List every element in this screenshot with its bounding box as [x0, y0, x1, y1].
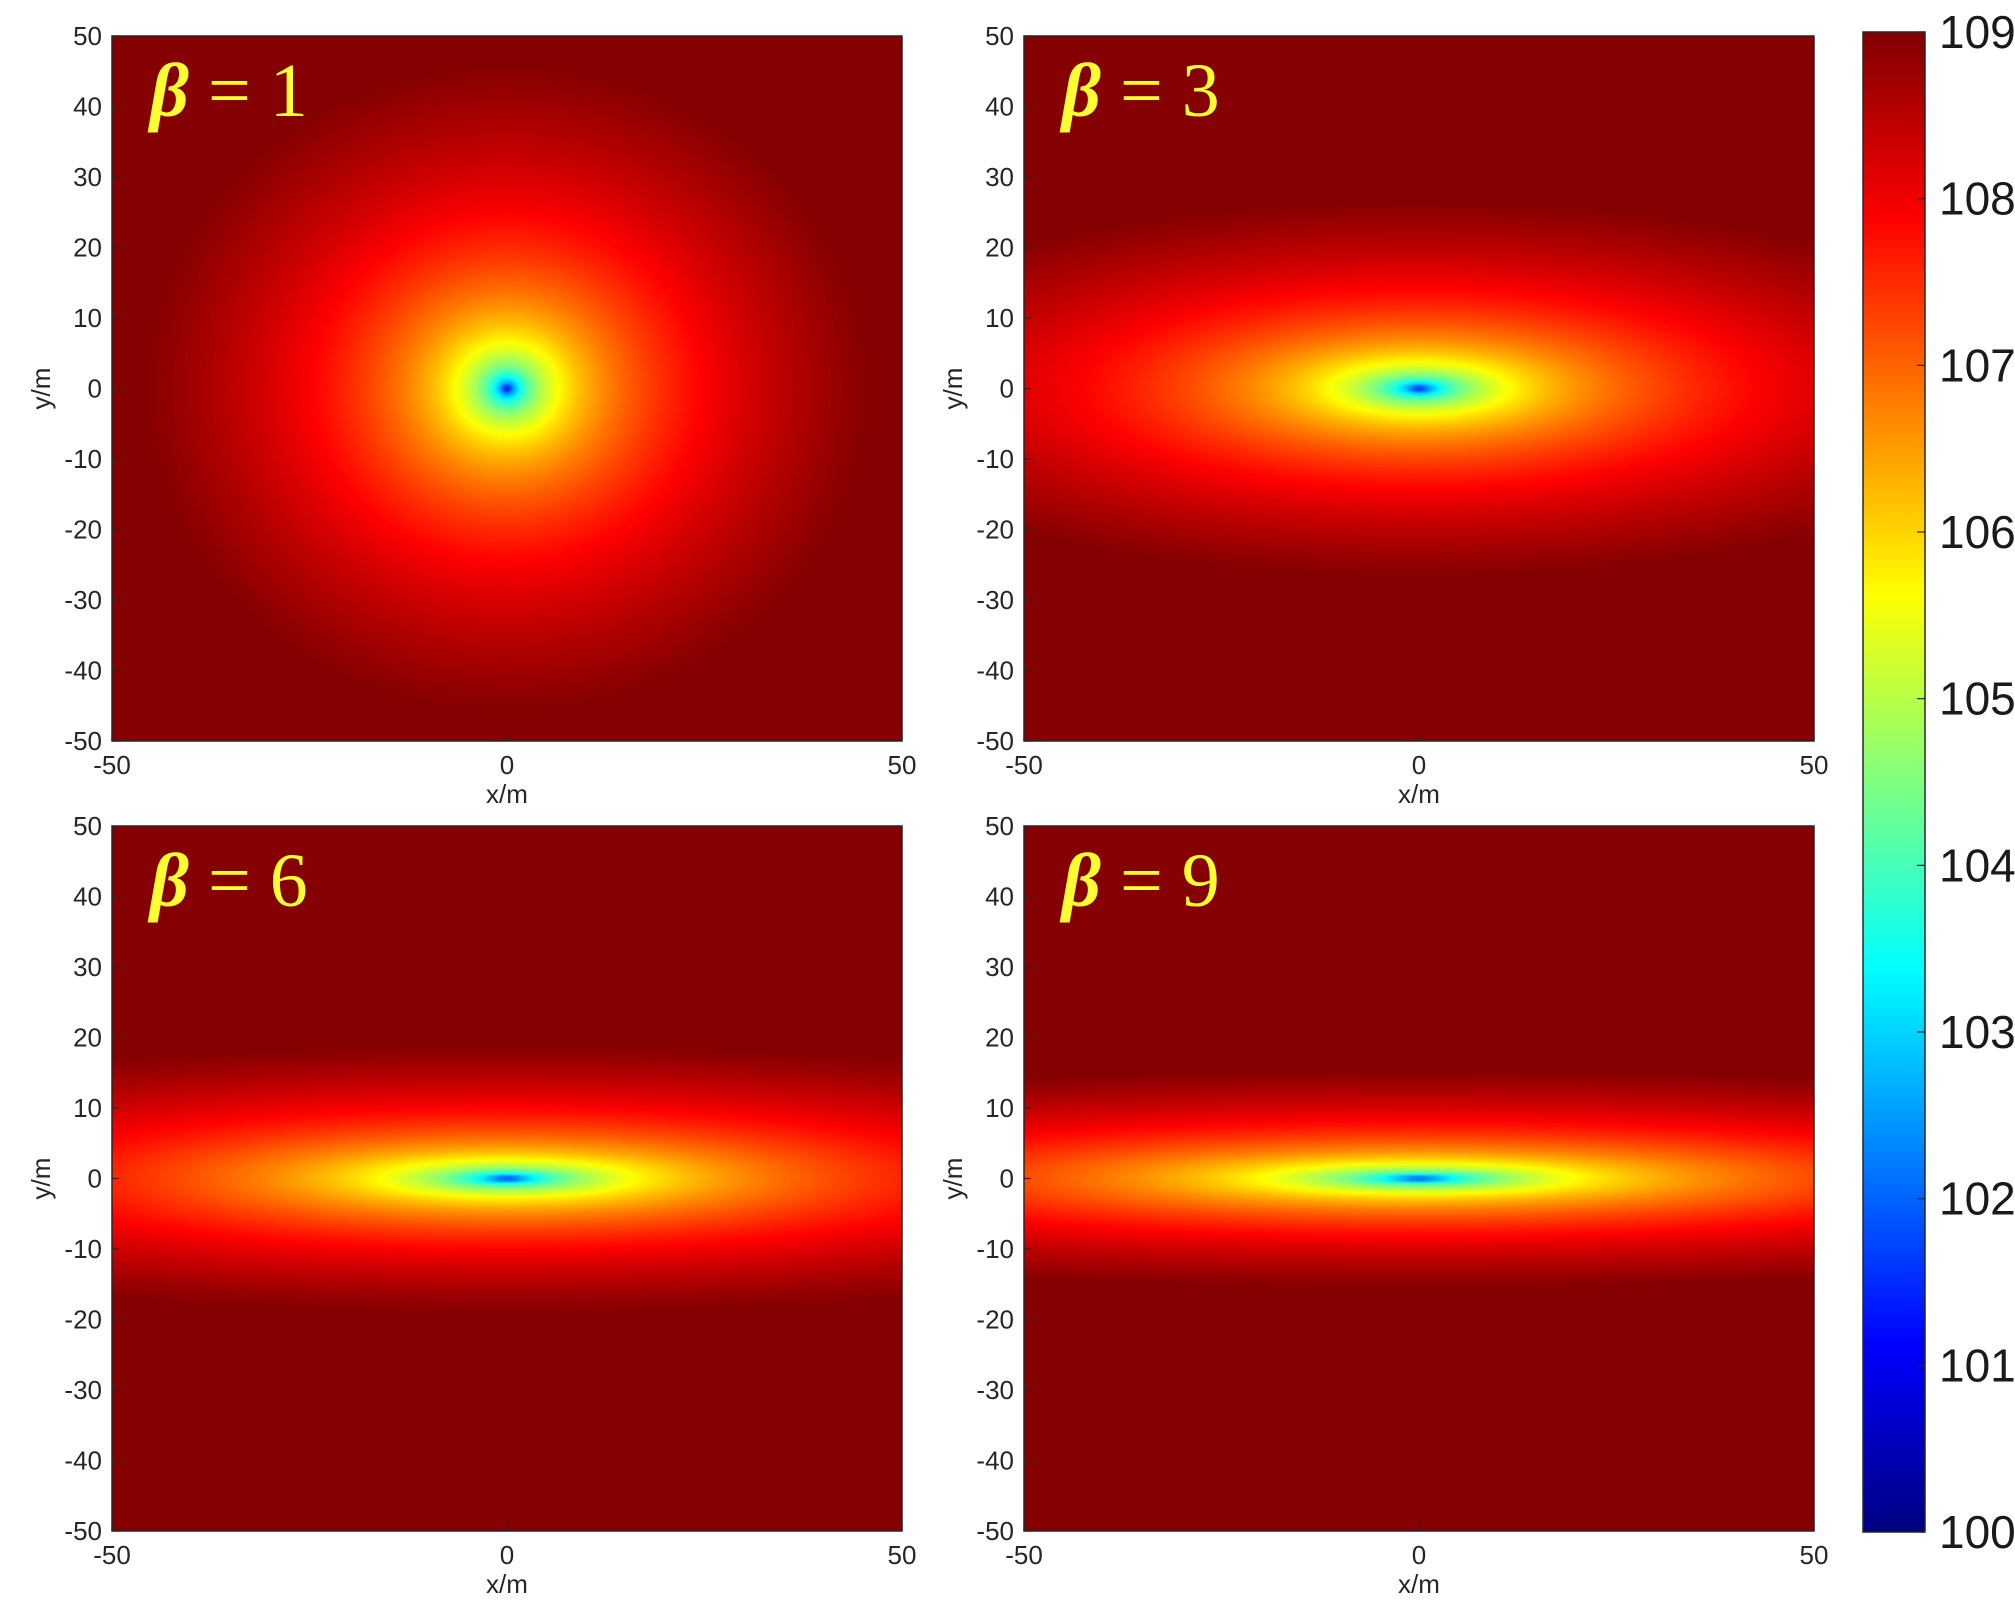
y-tick-label: 0 — [1000, 1164, 1014, 1194]
y-axis-label: y/m — [938, 1158, 968, 1200]
x-tick-label: 50 — [1800, 1540, 1829, 1570]
panel-label: β = 3 — [1059, 49, 1220, 133]
y-tick-label: 50 — [985, 21, 1014, 51]
x-tick-label: -50 — [93, 750, 131, 780]
y-tick-label: 0 — [88, 374, 102, 404]
x-tick-label: -50 — [1005, 1540, 1043, 1570]
beta-value: = 1 — [189, 49, 308, 133]
colorbar-tick-label: 102 — [1939, 1173, 2015, 1225]
beta-value: = 9 — [1101, 839, 1220, 923]
x-axis-label: x/m — [486, 1569, 528, 1599]
y-tick-label: 20 — [985, 233, 1014, 263]
y-axis-label: y/m — [938, 368, 968, 410]
y-tick-label: -20 — [976, 1305, 1014, 1335]
y-tick-label: 40 — [985, 882, 1014, 912]
beta-symbol: β — [1059, 49, 1101, 133]
beta-symbol: β — [1059, 839, 1101, 923]
y-tick-label: -50 — [976, 1516, 1014, 1546]
heatmap-image — [112, 826, 902, 1531]
y-tick-label: -10 — [976, 444, 1014, 474]
x-tick-label: 50 — [888, 1540, 917, 1570]
y-tick-label: 50 — [73, 21, 102, 51]
y-tick-label: 0 — [1000, 374, 1014, 404]
y-tick-label: 20 — [73, 233, 102, 263]
y-tick-label: 30 — [985, 952, 1014, 982]
colorbar-gradient — [1862, 31, 1926, 1533]
y-tick-label: -40 — [976, 656, 1014, 686]
y-tick-label: -50 — [64, 1516, 102, 1546]
colorbar: 100 101 102 103 104 105 106 107 108 109 — [1862, 6, 2015, 1558]
x-tick-label: 50 — [888, 750, 917, 780]
colorbar-tick-label: 109 — [1939, 6, 2015, 58]
heatmap-image — [1024, 36, 1814, 741]
y-axis-label: y/m — [26, 1158, 56, 1200]
y-tick-label: 10 — [73, 1093, 102, 1123]
beta-value: = 3 — [1101, 49, 1220, 133]
panel-4: 50 40 30 20 10 0 -10 -20 -30 -40 -50-50 0 50 x/m y/m β … — [938, 811, 1828, 1599]
y-tick-label: -10 — [64, 1234, 102, 1264]
y-tick-label: 10 — [73, 303, 102, 333]
y-tick-label: 20 — [73, 1023, 102, 1053]
heatmap-image — [1024, 826, 1814, 1531]
panel-3: 50 40 30 20 10 0 -10 -20 -30 -40 -50-50 0 50 x/m y/m β … — [26, 811, 916, 1599]
y-tick-label: 40 — [985, 92, 1014, 122]
y-tick-label: 40 — [73, 92, 102, 122]
x-axis-label: x/m — [1398, 779, 1440, 809]
y-tick-label: -20 — [976, 515, 1014, 545]
x-tick-label: 0 — [1412, 750, 1426, 780]
y-tick-label: 30 — [73, 162, 102, 192]
beta-symbol: β — [147, 839, 189, 923]
y-tick-label: -50 — [64, 726, 102, 756]
y-tick-label: 10 — [985, 1093, 1014, 1123]
panel-label: β = 9 — [1059, 839, 1220, 923]
x-axis-label: x/m — [1398, 1569, 1440, 1599]
y-tick-label: -20 — [64, 515, 102, 545]
y-tick-label: 50 — [73, 811, 102, 841]
y-tick-label: -20 — [64, 1305, 102, 1335]
y-tick-label: 30 — [73, 952, 102, 982]
y-tick-label: 50 — [985, 811, 1014, 841]
y-tick-label: 0 — [88, 1164, 102, 1194]
y-tick-label: -10 — [64, 444, 102, 474]
colorbar-tick-label: 104 — [1939, 839, 2015, 891]
panel-2: 50 40 30 20 10 0 -10 -20 -30 -40 -50-50 0 50 x/m y/m β … — [938, 21, 1828, 809]
y-tick-label: 30 — [985, 162, 1014, 192]
beta-value: = 6 — [189, 839, 308, 923]
colorbar-tick-label: 108 — [1939, 173, 2015, 225]
y-tick-label: -40 — [64, 656, 102, 686]
y-tick-label: -30 — [64, 585, 102, 615]
panel-label: β = 1 — [147, 49, 308, 133]
x-axis-label: x/m — [486, 779, 528, 809]
colorbar-tick-label: 100 — [1939, 1506, 2015, 1558]
y-axis-label: y/m — [26, 368, 56, 410]
y-tick-label: -40 — [64, 1446, 102, 1476]
y-tick-label: -10 — [976, 1234, 1014, 1264]
colorbar-tick-label: 107 — [1939, 339, 2015, 391]
y-tick-label: -30 — [976, 585, 1014, 615]
colorbar-tick-label: 101 — [1939, 1339, 2015, 1391]
y-tick-label: -30 — [976, 1375, 1014, 1405]
beta-symbol: β — [147, 49, 189, 133]
y-tick-label: 20 — [985, 1023, 1014, 1053]
panel-1: 50 40 30 20 10 0 -10 -20 -30 -40 -50-50 0 50 x/m y/m β … — [26, 21, 916, 809]
x-tick-label: -50 — [93, 1540, 131, 1570]
y-tick-label: 40 — [73, 882, 102, 912]
heatmap-image — [112, 36, 902, 741]
x-tick-label: 50 — [1800, 750, 1829, 780]
y-tick-label: -30 — [64, 1375, 102, 1405]
x-tick-label: 0 — [1412, 1540, 1426, 1570]
colorbar-tick-label: 103 — [1939, 1006, 2015, 1058]
x-tick-label: 0 — [500, 1540, 514, 1570]
x-tick-label: 0 — [500, 750, 514, 780]
y-tick-label: -40 — [976, 1446, 1014, 1476]
colorbar-tick-label: 105 — [1939, 673, 2015, 725]
x-tick-label: -50 — [1005, 750, 1043, 780]
colorbar-tick-label: 106 — [1939, 506, 2015, 558]
panel-label: β = 6 — [147, 839, 308, 923]
y-tick-label: -50 — [976, 726, 1014, 756]
y-tick-label: 10 — [985, 303, 1014, 333]
